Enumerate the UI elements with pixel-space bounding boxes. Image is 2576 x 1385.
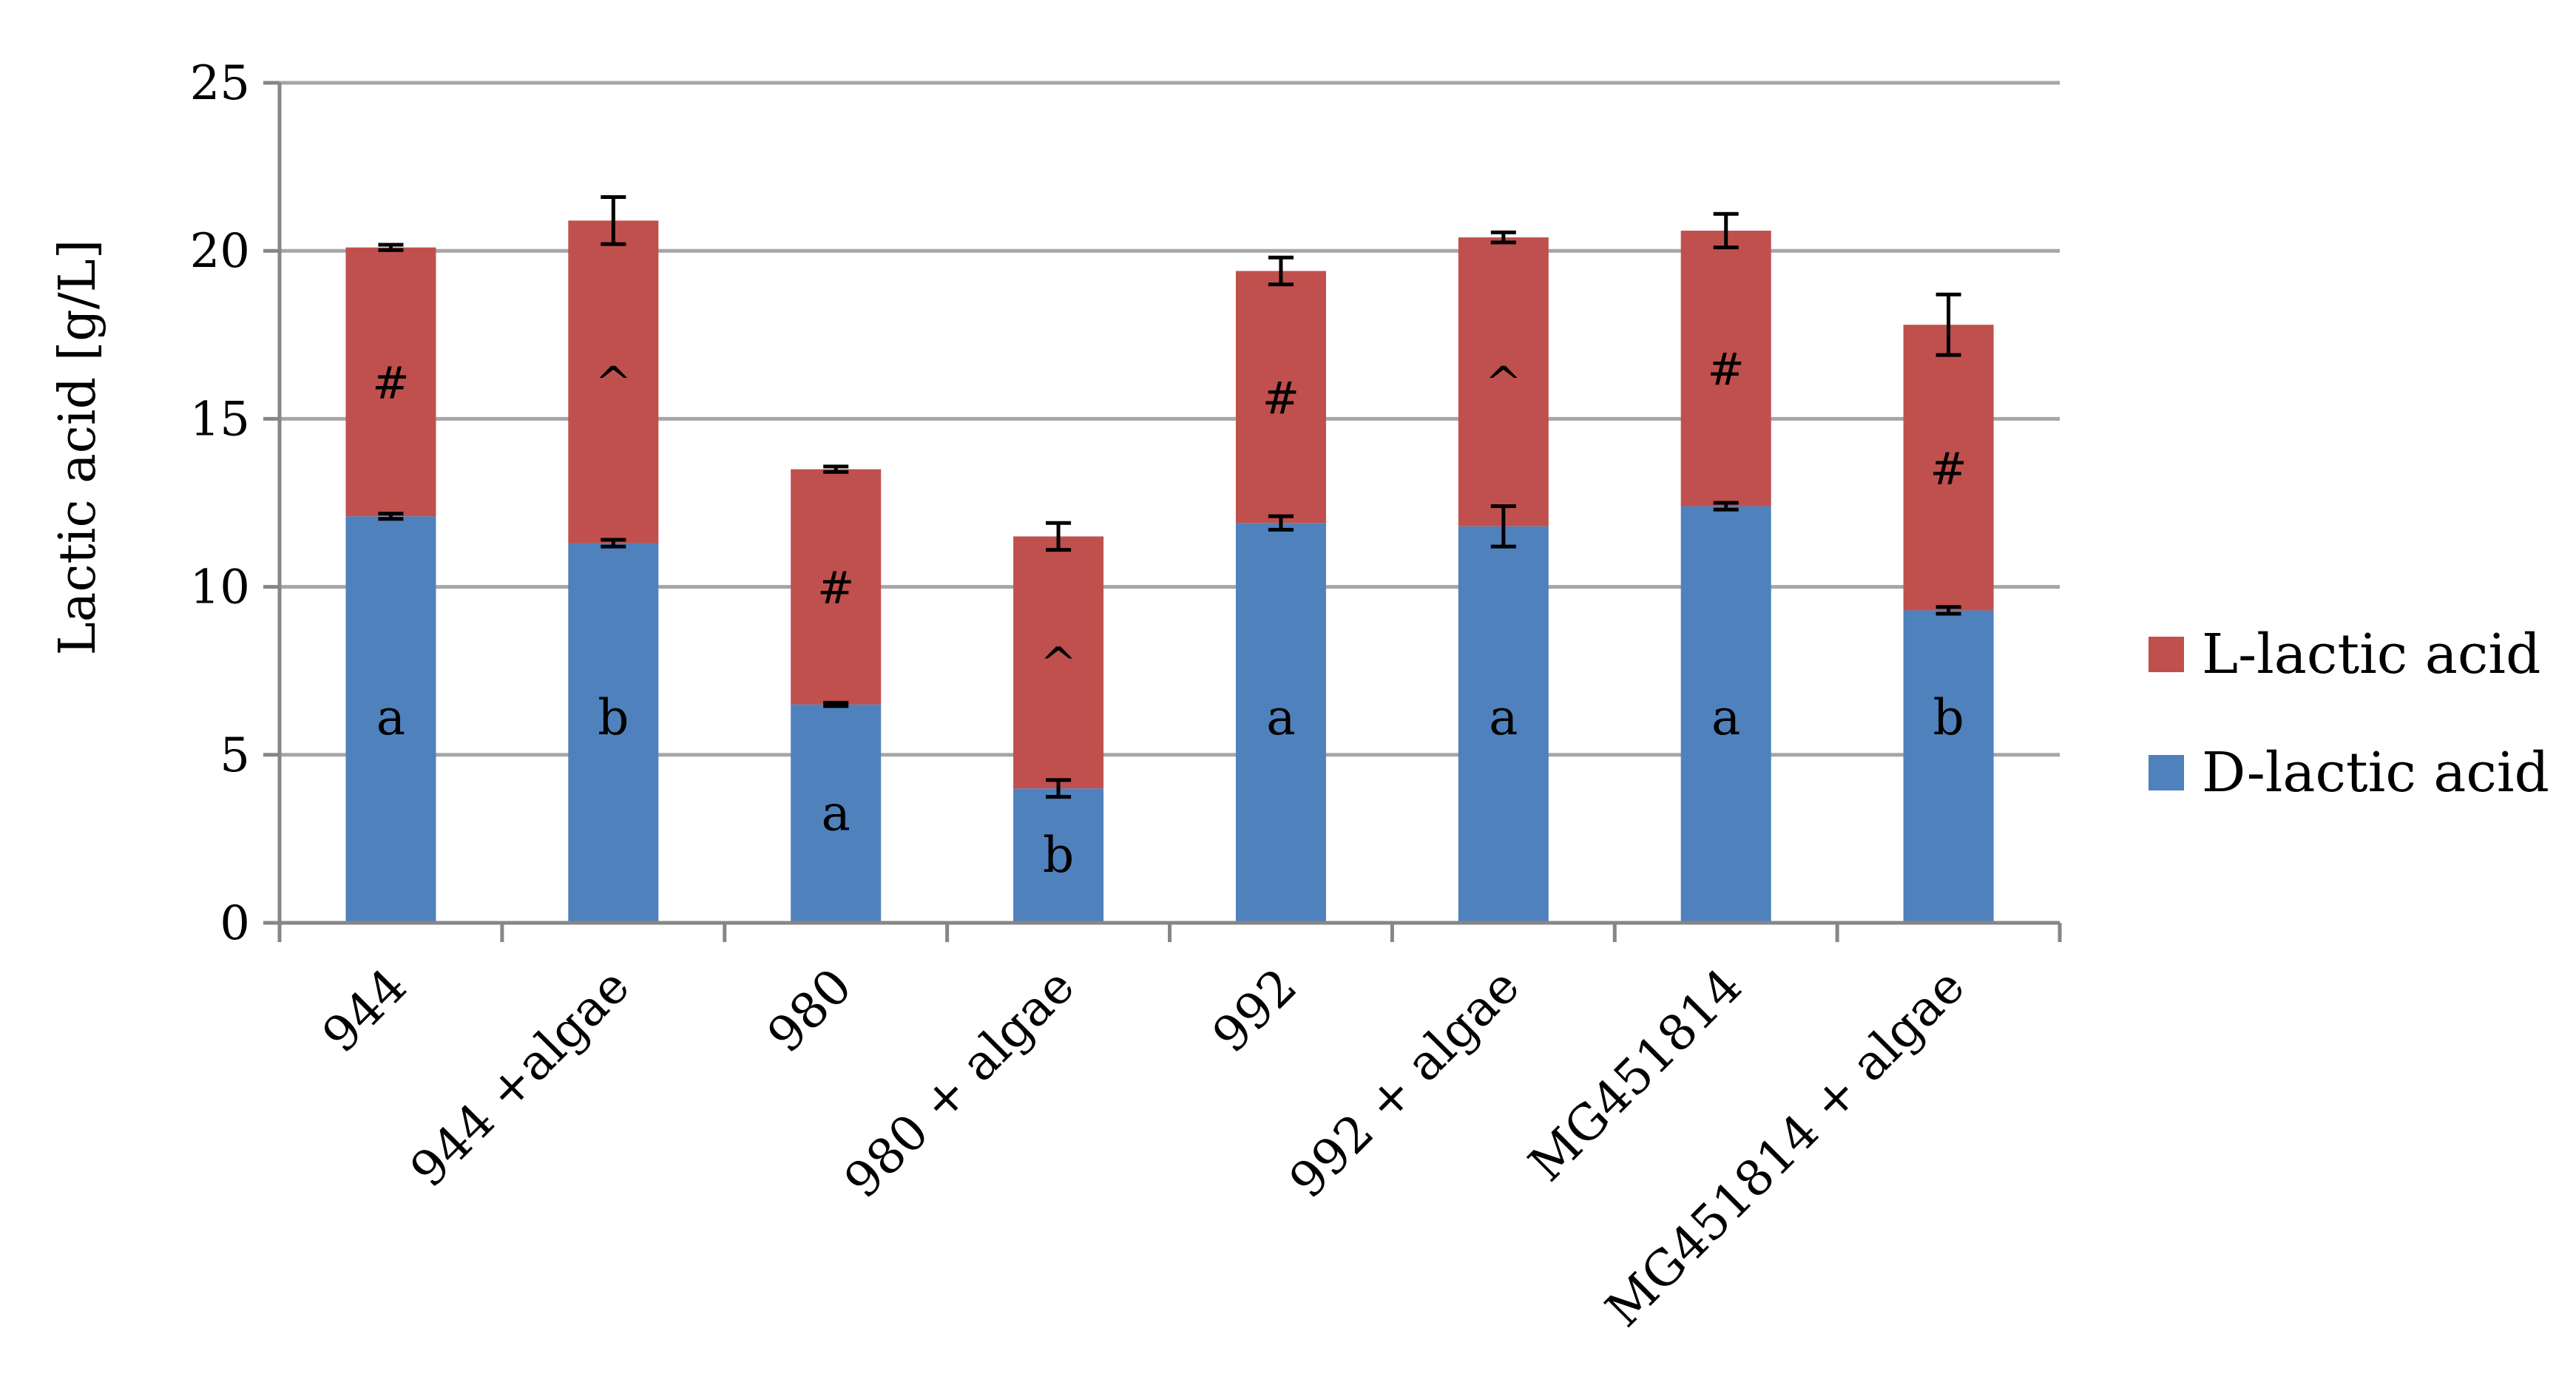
y-tick-label-20: 20 xyxy=(190,224,250,279)
bar-label-l-5: ^ xyxy=(1485,357,1522,409)
legend-swatch-1 xyxy=(2149,755,2184,790)
bar-d-lactic-6 xyxy=(1680,506,1771,923)
bar-d-lactic-3 xyxy=(1013,788,1104,923)
error-bar-l-lactic-3 xyxy=(1046,521,1072,552)
error-bar-l-lactic-2 xyxy=(823,464,849,474)
bar-d-lactic-7 xyxy=(1903,610,1994,923)
bar-label-l-7: # xyxy=(1930,443,1967,495)
bars xyxy=(345,220,1994,923)
bar-label-d-1: b xyxy=(598,689,629,746)
bar-l-lactic-2 xyxy=(791,469,882,705)
y-axis-title: Lactic acid [g/L] xyxy=(49,240,107,656)
bar-labels: a # b ^ a # b ^ a # a ^ a # b # xyxy=(372,344,1967,884)
error-bar-d-lactic-5 xyxy=(1490,504,1516,549)
error-bar-d-lactic-4 xyxy=(1268,514,1294,532)
bar-label-l-2: # xyxy=(817,563,854,614)
error-bar-d-lactic-3 xyxy=(1046,778,1072,799)
legend-label-1: D-lactic acid xyxy=(2202,741,2549,805)
error-bar-d-lactic-6 xyxy=(1713,501,1739,512)
x-category-label-2: 980 xyxy=(757,958,863,1064)
grid-lines xyxy=(280,81,2060,757)
error-bar-l-lactic-4 xyxy=(1268,255,1294,287)
x-category-label-4: 992 xyxy=(1202,958,1308,1064)
legend-label-0: L-lactic acid xyxy=(2202,623,2540,686)
error-bar-l-lactic-6 xyxy=(1713,211,1739,250)
x-category-label-3: 980 + algae xyxy=(834,958,1085,1209)
error-bar-l-lactic-7 xyxy=(1936,292,1961,357)
x-category-label-0: 944 xyxy=(311,958,418,1064)
bar-d-lactic-0 xyxy=(345,516,436,923)
bar-label-d-2: a xyxy=(822,785,851,842)
error-bars xyxy=(378,194,1961,799)
bar-label-d-6: a xyxy=(1711,689,1740,746)
y-tick-label-15: 15 xyxy=(190,392,250,447)
bar-label-d-4: a xyxy=(1266,689,1295,746)
bar-label-d-5: a xyxy=(1489,689,1518,746)
bar-d-lactic-5 xyxy=(1458,526,1549,923)
bar-label-l-3: ^ xyxy=(1040,638,1077,690)
error-bar-d-lactic-1 xyxy=(601,538,626,549)
y-tick-label-10: 10 xyxy=(190,561,250,615)
bar-l-lactic-7 xyxy=(1903,325,1994,611)
bar-label-d-0: a xyxy=(376,689,405,746)
bar-label-l-0: # xyxy=(372,357,409,409)
error-bar-l-lactic-0 xyxy=(378,243,404,252)
legend-item-0: L-lactic acid xyxy=(2149,623,2540,686)
bar-label-d-3: b xyxy=(1043,827,1074,884)
error-bar-d-lactic-2 xyxy=(823,700,849,708)
error-bar-d-lactic-0 xyxy=(378,512,404,521)
y-tick-label-25: 25 xyxy=(190,56,250,111)
error-bar-d-lactic-7 xyxy=(1936,605,1961,616)
bar-d-lactic-1 xyxy=(568,543,659,923)
bar-l-lactic-4 xyxy=(1235,271,1326,524)
error-bar-l-lactic-1 xyxy=(601,194,626,246)
y-tick-label-5: 5 xyxy=(220,728,250,783)
bar-l-lactic-5 xyxy=(1458,237,1549,526)
bar-label-l-6: # xyxy=(1708,344,1745,396)
bar-l-lactic-6 xyxy=(1680,230,1771,507)
x-category-label-7: MG451814 + algae xyxy=(1595,958,1975,1338)
bar-label-l-1: ^ xyxy=(595,357,632,409)
bar-label-d-7: b xyxy=(1933,689,1964,746)
legend-item-1: D-lactic acid xyxy=(2149,741,2549,805)
bar-l-lactic-1 xyxy=(568,220,659,543)
x-category-label-6: MG451814 xyxy=(1518,958,1753,1193)
legend: L-lactic acid D-lactic acid xyxy=(2149,623,2549,805)
y-tick-label-0: 0 xyxy=(220,896,250,951)
bar-label-l-4: # xyxy=(1262,373,1299,424)
bar-d-lactic-2 xyxy=(791,704,882,923)
error-bar-l-lactic-5 xyxy=(1490,230,1516,245)
x-category-label-1: 944 +algae xyxy=(399,958,640,1199)
bar-d-lactic-4 xyxy=(1235,523,1326,923)
legend-swatch-0 xyxy=(2149,637,2184,672)
bar-l-lactic-3 xyxy=(1013,536,1104,789)
bar-l-lactic-0 xyxy=(345,247,436,517)
x-category-label-5: 992 + algae xyxy=(1279,958,1530,1209)
